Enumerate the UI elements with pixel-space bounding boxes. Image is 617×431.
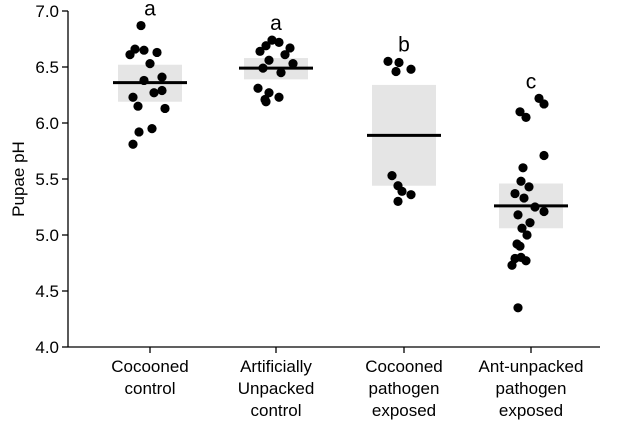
y-tick-label: 4.5	[35, 282, 59, 301]
significance-letter: a	[144, 0, 156, 21]
y-axis-title: Pupae pH	[9, 141, 28, 217]
category-label-line: exposed	[372, 401, 436, 420]
data-point	[285, 43, 295, 53]
significance-letter: c	[526, 70, 537, 93]
data-point	[524, 182, 534, 192]
category-label: Artificially Unpacked control	[238, 357, 315, 420]
data-points	[125, 20, 549, 313]
data-point	[406, 190, 416, 200]
category-label-line: pathogen	[496, 379, 567, 398]
data-point	[267, 35, 277, 45]
category-label-line: Ant-unpacked	[479, 357, 584, 376]
data-point	[255, 46, 265, 56]
data-point	[152, 47, 162, 58]
data-point	[525, 218, 535, 228]
data-point	[276, 68, 286, 78]
data-point	[149, 88, 159, 98]
data-point	[394, 57, 404, 68]
data-point	[393, 196, 403, 206]
data-point	[521, 256, 531, 266]
data-point	[264, 88, 274, 98]
data-point	[513, 210, 523, 220]
data-point	[517, 223, 527, 233]
data-point	[274, 37, 284, 47]
data-point	[510, 188, 520, 199]
data-point	[387, 171, 397, 181]
data-point	[391, 66, 401, 77]
category-label: Ant-unpacked pathogen exposed	[479, 357, 584, 420]
data-point	[383, 56, 393, 66]
data-point	[160, 103, 170, 114]
category-label: Cocooned control	[111, 357, 189, 398]
axes	[62, 10, 600, 353]
data-point	[515, 107, 525, 117]
data-point	[397, 186, 407, 196]
y-tick-label: 4.0	[35, 338, 59, 357]
data-point	[253, 83, 263, 93]
category-label-line: Artificially	[240, 357, 312, 376]
data-point	[513, 303, 523, 313]
y-tick-label: 7.0	[35, 2, 59, 21]
data-point	[157, 85, 167, 96]
data-point	[139, 45, 149, 55]
y-tick-label: 5.5	[35, 170, 59, 189]
data-point	[157, 72, 167, 82]
data-point	[274, 92, 284, 102]
data-point	[261, 41, 271, 51]
category-label-line: control	[250, 401, 301, 420]
data-point	[128, 92, 138, 102]
data-point	[515, 241, 525, 251]
y-tick-label: 6.0	[35, 114, 59, 133]
data-point	[521, 112, 531, 122]
data-point	[261, 97, 271, 107]
category-label-line: exposed	[499, 401, 563, 420]
data-point	[264, 55, 274, 65]
category-label: Cocooned pathogen exposed	[365, 357, 443, 420]
data-point	[134, 127, 144, 137]
data-point	[518, 163, 528, 173]
data-point	[125, 50, 135, 60]
data-point	[539, 150, 549, 161]
category-label-line: Cocooned	[111, 357, 189, 376]
median-lines	[113, 66, 568, 208]
data-point	[147, 124, 157, 134]
data-point	[136, 20, 146, 31]
data-point	[145, 59, 155, 69]
category-label-line: Cocooned	[365, 357, 443, 376]
category-label-line: Unpacked	[238, 379, 315, 398]
category-label-line: pathogen	[369, 379, 440, 398]
data-point	[539, 99, 549, 109]
data-point	[516, 176, 526, 186]
data-point	[288, 59, 298, 69]
data-point	[406, 64, 416, 74]
data-point	[507, 260, 517, 270]
data-point	[133, 101, 143, 111]
data-point	[539, 206, 549, 217]
data-point	[128, 139, 138, 149]
data-point	[519, 193, 529, 203]
significance-letter: a	[270, 12, 282, 35]
data-point	[280, 50, 290, 60]
labels: a Cocooned control a Artificially Unpacked con…	[9, 0, 583, 420]
category-label-line: control	[124, 379, 175, 398]
significance-letter: b	[398, 33, 410, 56]
y-tick-label: 6.5	[35, 58, 59, 77]
data-point	[522, 230, 532, 240]
y-tick-label: 5.0	[35, 226, 59, 245]
